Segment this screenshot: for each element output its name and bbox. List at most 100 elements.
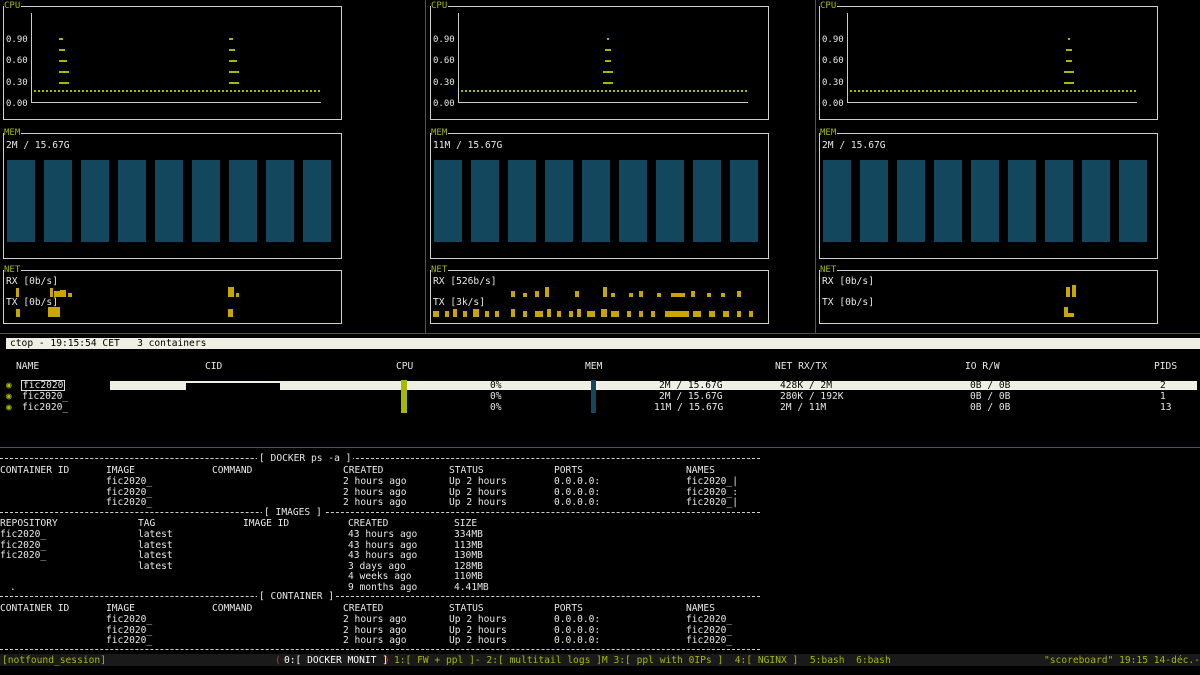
cpu-graph-point: [505, 90, 507, 92]
images-cell: 130MB: [454, 550, 483, 561]
cpu-graph-point: [230, 90, 232, 92]
mem-bar: [471, 160, 499, 242]
images-cell: fic2020_: [0, 539, 47, 551]
mem-meter: [591, 380, 596, 391]
cpu-graph-point: [61, 38, 63, 40]
cpu-graph-point: [1062, 90, 1064, 92]
tmux-window-0[interactable]: 0:[ DOCKER MONIT ]: [284, 655, 388, 666]
cpu-graph-point: [238, 90, 240, 92]
cpu-graph-point: [1072, 71, 1074, 73]
container-cell: 0.0.0.0:: [554, 624, 601, 636]
cpu-graph-point: [1134, 90, 1136, 92]
cpu-graph-point: [725, 90, 727, 92]
cpu-graph-point: [1070, 90, 1072, 92]
images-cell: 43 hours ago: [348, 539, 418, 551]
docker-ps-cell: fic2020_|: [686, 497, 738, 508]
vertical-separator: [425, 0, 426, 334]
container-cell: fic2020_: [686, 635, 733, 646]
container-header: NAMES: [686, 603, 715, 614]
cpu-graph-point: [661, 90, 663, 92]
cpu-graph-point: [198, 90, 200, 92]
images-cell: 110MB: [454, 571, 483, 582]
cpu-graph-point: [130, 90, 132, 92]
mem-panel-title: MEM: [4, 128, 22, 138]
cpu-graph-point: [609, 82, 611, 84]
mem-bar: [155, 160, 183, 242]
container-header: IMAGE: [106, 603, 135, 614]
ctop-header-pids: PIDS: [1154, 361, 1178, 372]
cpu-graph-point: [114, 90, 116, 92]
io-value: 0B / 0B: [970, 380, 1011, 391]
net-panel-title: NET: [820, 265, 838, 275]
docker-ps-cell: fic2020_:: [686, 486, 738, 498]
docker-ps-cell: fic2020_: [106, 476, 153, 487]
cpu-graph-point: [63, 71, 65, 73]
cpu-graph-point: [162, 90, 164, 92]
status-bullet-icon: ◉: [6, 391, 12, 402]
images-cell: latest: [138, 539, 173, 551]
net-graph-bar: [54, 291, 60, 297]
net-graph-bar: [691, 291, 695, 297]
cpu-graph-point: [485, 90, 487, 92]
cpu-graph-point: [569, 90, 571, 92]
net-graph-bar: [1064, 307, 1068, 317]
net-graph-bar: [611, 293, 615, 297]
cpu-graph-point: [94, 90, 96, 92]
cpu-y-label: 0.90: [6, 35, 28, 45]
cpu-graph-point: [669, 90, 671, 92]
status-bullet-icon: ◉: [6, 380, 12, 391]
cpu-graph-axis: [31, 13, 32, 103]
cpu-graph-point: [858, 90, 860, 92]
tmux-windows-list[interactable]: 1:[ FW + ppl ]- 2:[ multitail logs ]M 3:…: [394, 655, 891, 666]
cpu-graph-point: [533, 90, 535, 92]
cpu-graph-point: [1064, 82, 1066, 84]
cpu-meter: [401, 391, 407, 402]
cpu-graph-point: [235, 71, 237, 73]
cpu-graph-point: [46, 90, 48, 92]
cpu-value: 0%: [490, 380, 502, 391]
container-row[interactable]: ◉ fic2020_ 0% 11M / 15.67G 2M / 11M 0B /…: [0, 402, 1200, 413]
cpu-graph-point: [938, 90, 940, 92]
net-graph-bar: [709, 311, 715, 317]
cpu-graph-point: [206, 90, 208, 92]
tmux-status-right: "scoreboard" 19:15 14-déc.-19: [1044, 655, 1200, 666]
cpu-graph-point: [1022, 90, 1024, 92]
cpu-graph-baseline: [31, 102, 321, 103]
mem-panel-title: MEM: [431, 128, 449, 138]
cpu-graph-point: [733, 90, 735, 92]
cpu-graph-point: [63, 82, 65, 84]
cpu-graph-point: [693, 90, 695, 92]
cpu-graph-axis: [458, 13, 459, 103]
cpu-y-label: 0.00: [6, 99, 28, 109]
net-graph-bar: [48, 307, 54, 317]
mem-meter: [591, 402, 596, 413]
container-header: STATUS: [449, 603, 484, 614]
cpu-graph-point: [641, 90, 643, 92]
images-cell: latest: [138, 560, 173, 572]
container-cell: Up 2 hours: [449, 635, 507, 646]
ctop-header-mem: MEM: [585, 361, 603, 372]
ctop-header-name: NAME: [16, 361, 40, 372]
cpu-graph-point: [1074, 90, 1076, 92]
container-cell: Up 2 hours: [449, 624, 507, 636]
cpu-graph-point: [1066, 49, 1068, 51]
images-cell: 113MB: [454, 539, 483, 551]
container-section-title: [ CONTAINER ]: [257, 591, 337, 602]
cpu-graph-point: [50, 90, 52, 92]
container-row[interactable]: ◉ fic2020 0% 2M / 15.67G 428K / 2M 0B / …: [0, 380, 1200, 391]
mem-bar: [1119, 160, 1147, 242]
net-graph-bar: [54, 307, 60, 317]
io-value: 0B / 0B: [970, 402, 1011, 413]
cpu-graph-point: [235, 60, 237, 62]
docker-ps-cell: fic2020_|: [686, 476, 738, 487]
docker-ps-cell: fic2020_: [106, 497, 153, 508]
cpu-graph-point: [657, 90, 659, 92]
mem-value: 2M / 15.67G: [659, 391, 723, 402]
container-row[interactable]: ◉ fic2020_ 0% 2M / 15.67G 280K / 192K 0B…: [0, 391, 1200, 402]
net-graph-bar: [1066, 287, 1070, 297]
cpu-graph-point: [1070, 82, 1072, 84]
cpu-graph-point: [489, 90, 491, 92]
cpu-graph-point: [954, 90, 956, 92]
cpu-graph-point: [970, 90, 972, 92]
net-graph-bar: [16, 309, 20, 317]
